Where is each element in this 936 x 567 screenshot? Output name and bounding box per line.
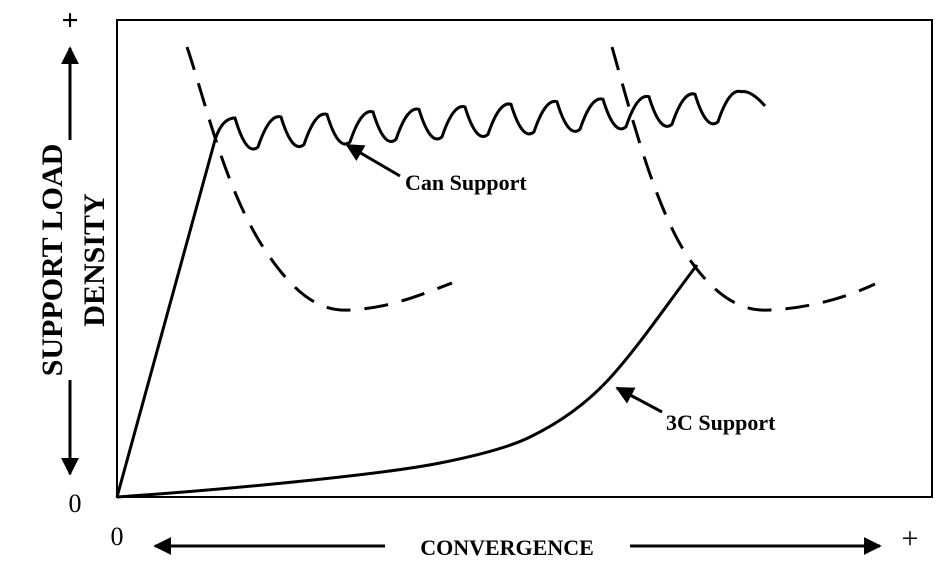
annotation: 3C Support — [666, 410, 776, 435]
y-origin-label: 0 — [69, 489, 82, 518]
y-axis-label: DENSITY — [78, 193, 111, 327]
y-axis-label: SUPPORT LOAD — [36, 144, 69, 377]
annotation-arrow — [615, 386, 663, 414]
x-axis-label: CONVERGENCE — [420, 535, 594, 560]
x-origin-label: 0 — [111, 522, 124, 551]
y-top-label: + — [61, 4, 78, 37]
dashed-curve — [185, 46, 453, 312]
can-support-curve — [115, 89, 767, 498]
dashed-curve — [610, 46, 876, 312]
3c-support-curve — [116, 264, 699, 499]
annotation: Can Support — [405, 170, 527, 195]
x-end-label: + — [902, 522, 919, 555]
annotation-arrow — [345, 143, 401, 178]
plot-frame — [116, 19, 933, 498]
